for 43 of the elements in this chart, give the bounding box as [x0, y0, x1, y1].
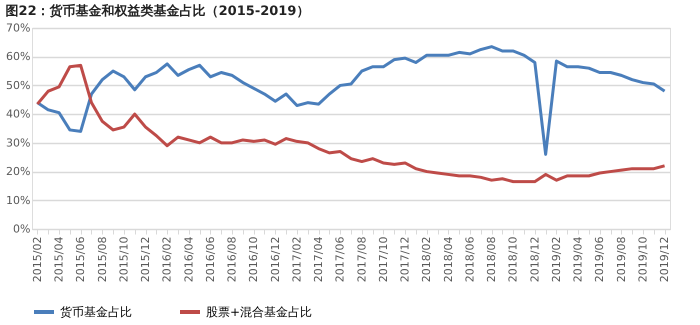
- x-tick-label: 2019/10: [636, 236, 650, 282]
- y-tick-label: 20%: [6, 165, 30, 178]
- x-tick-label: 2015/10: [117, 236, 130, 282]
- x-tick-label: 2019/12: [658, 236, 672, 282]
- x-tick-label: 2018/04: [442, 236, 455, 282]
- x-tick-label: 2016/06: [204, 236, 217, 282]
- legend-label: 货币基金占比: [60, 305, 132, 319]
- x-tick-label: 2015/12: [139, 236, 152, 282]
- x-tick-label: 2015/08: [96, 236, 109, 282]
- x-tick-label: 2018/12: [528, 236, 542, 282]
- x-tick-label: 2019/02: [550, 236, 563, 282]
- x-tick-label: 2015/06: [74, 236, 88, 282]
- x-tick-label: 2015/04: [52, 236, 66, 282]
- x-tick-label: 2015/02: [30, 236, 44, 282]
- x-tick-label: 2016/08: [226, 236, 239, 282]
- x-tick-label: 2019/08: [614, 236, 628, 282]
- x-tick-label: 2017/06: [334, 236, 347, 282]
- chart-title: 图22：货币基金和权益类基金占比（2015-2019）: [6, 3, 310, 19]
- x-tick-label: 2019/04: [572, 236, 585, 282]
- x-tick-label: 2017/02: [290, 236, 304, 282]
- x-tick-label: 2016/12: [268, 236, 282, 282]
- x-tick-label: 2018/10: [506, 236, 520, 282]
- x-tick-label: 2016/10: [247, 236, 260, 282]
- x-tick-label: 2017/04: [312, 236, 326, 282]
- x-tick-label: 2019/06: [593, 236, 606, 282]
- y-tick-label: 60%: [6, 50, 30, 64]
- y-tick-label: 0%: [13, 222, 30, 236]
- x-tick-label: 2017/08: [355, 236, 368, 282]
- line-series: [36, 45, 666, 156]
- y-tick-label: 70%: [6, 22, 30, 34]
- x-tick-label: 2016/04: [182, 236, 196, 282]
- y-tick-label: 40%: [6, 108, 30, 121]
- x-tick-label: 2018/02: [420, 236, 434, 282]
- y-tick-label: 50%: [6, 78, 30, 92]
- x-tick-label: 2017/10: [376, 236, 390, 282]
- y-tick-label: 10%: [6, 194, 30, 207]
- x-tick-label: 2018/06: [463, 236, 476, 282]
- x-tick-label: 2016/02: [160, 236, 174, 282]
- x-tick-label: 2018/08: [485, 236, 498, 282]
- legend-label: 股票+混合基金占比: [206, 305, 312, 319]
- y-tick-label: 30%: [6, 136, 30, 150]
- x-tick-label: 2017/12: [398, 236, 412, 282]
- line-series: [36, 64, 666, 184]
